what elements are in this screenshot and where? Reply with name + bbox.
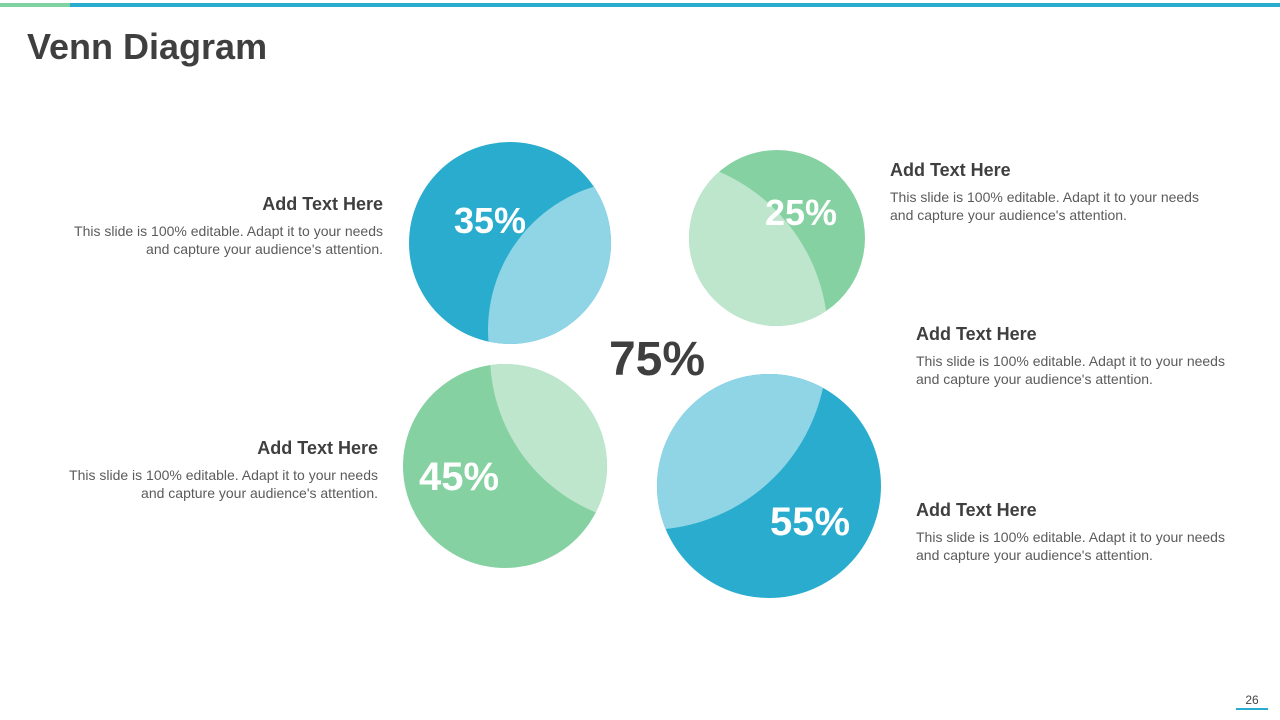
circle-35-label: 35% (454, 200, 526, 241)
text-block-2-body: This slide is 100% editable. Adapt it to… (890, 189, 1199, 223)
center-value: 75% (609, 333, 705, 386)
text-block-2-heading: Add Text Here (890, 160, 1011, 180)
text-block-5-body: This slide is 100% editable. Adapt it to… (916, 529, 1225, 563)
circle-55-overlap (657, 374, 827, 530)
page-number: 26 (1245, 693, 1259, 707)
page-number-underline (1236, 708, 1268, 710)
text-block-3-body: This slide is 100% editable. Adapt it to… (916, 353, 1225, 387)
top-accent-teal (70, 3, 1280, 7)
top-accent-green (0, 3, 70, 7)
venn-circle-55: 55% (657, 374, 881, 598)
circle-35-overlap (488, 180, 611, 344)
text-block-5-heading: Add Text Here (916, 500, 1037, 520)
text-block-4: Add Text Here This slide is 100% editabl… (58, 438, 378, 502)
text-block-5: Add Text Here This slide is 100% editabl… (916, 500, 1236, 564)
circle-25-overlap (689, 157, 828, 326)
text-block-2: Add Text Here This slide is 100% editabl… (890, 160, 1210, 224)
text-block-3: Add Text Here This slide is 100% editabl… (916, 324, 1236, 388)
text-block-4-body: This slide is 100% editable. Adapt it to… (69, 467, 378, 501)
top-accent-bar (0, 3, 1280, 7)
text-block-1: Add Text Here This slide is 100% editabl… (63, 194, 383, 258)
text-block-1-body: This slide is 100% editable. Adapt it to… (74, 223, 383, 257)
venn-circle-45: 45% (403, 364, 607, 568)
circle-45-label: 45% (419, 455, 499, 499)
text-block-3-heading: Add Text Here (916, 324, 1037, 344)
venn-circle-25: 25% (689, 150, 865, 326)
venn-circle-35: 35% (409, 142, 611, 344)
text-block-4-heading: Add Text Here (257, 438, 378, 458)
circle-45-overlap (490, 364, 607, 525)
circle-55-label: 55% (770, 500, 850, 544)
text-block-1-heading: Add Text Here (262, 194, 383, 214)
page-title: Venn Diagram (27, 26, 268, 67)
circle-25-label: 25% (765, 192, 837, 233)
